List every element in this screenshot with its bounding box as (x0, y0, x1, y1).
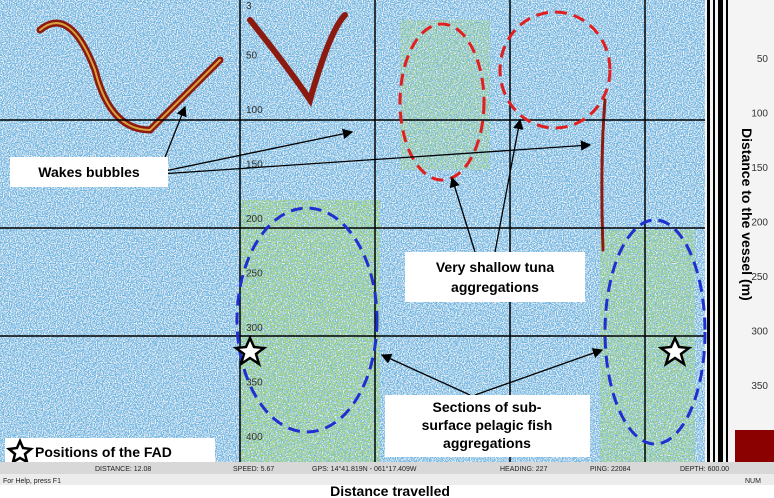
range-panel (705, 0, 774, 462)
depth-label: 3 (246, 1, 252, 12)
range-label: 350 (751, 381, 768, 392)
depth-label: 150 (246, 160, 263, 171)
status-field: DEPTH: 600.00 (680, 466, 729, 473)
annotation: Wakes bubbles (38, 164, 140, 180)
depth-label: 350 (246, 378, 263, 389)
num-indicator: NUM (745, 478, 761, 485)
annotation: Sections of sub- (433, 399, 542, 415)
status-field: SPEED: 5.67 (233, 466, 274, 473)
annotation-box (385, 395, 590, 457)
annotation: Positions of the FAD (35, 444, 172, 460)
color-key (735, 430, 774, 462)
status-field: GPS: 14°41.819N - 061°17.409W (312, 465, 417, 473)
range-label: 150 (751, 163, 768, 174)
highlights (235, 10, 707, 446)
range-title: Distance to the vessel (m) (739, 128, 755, 301)
annotation: surface pelagic fish (422, 417, 553, 433)
range-bars (707, 0, 728, 462)
status-field: PING: 22084 (590, 466, 631, 473)
depth-label: 100 (246, 105, 263, 116)
range-label: 100 (751, 109, 768, 120)
range-label: 200 (751, 218, 768, 229)
range-label: 50 (757, 54, 769, 65)
depth-label: 50 (246, 51, 258, 62)
range-label: 300 (751, 327, 768, 338)
annotation-box (10, 157, 168, 187)
help-bar (0, 474, 774, 485)
depth-label: 400 (246, 432, 263, 443)
depth-label: 300 (246, 323, 263, 334)
annotation-box (405, 252, 585, 302)
status-bar (0, 462, 774, 474)
wakes (36, 12, 607, 252)
help-text: For Help, press F1 (3, 478, 61, 485)
range-label: 250 (751, 272, 768, 283)
annotation: Very shallow tuna (436, 259, 554, 275)
annotation-box (5, 438, 215, 464)
range-labels: 50 100 150 200 250 300 350 (751, 54, 768, 392)
depth-label: 250 (246, 269, 263, 280)
x-axis-title: Distance travelled (330, 483, 450, 498)
depth-label: 200 (246, 214, 263, 225)
status-field: DISTANCE: 12.08 (95, 466, 151, 473)
annotation: aggregations (451, 279, 539, 295)
fad-stars (5, 334, 693, 465)
status-field: HEADING: 227 (500, 466, 548, 473)
grid (0, 0, 705, 462)
annotation: aggregations (443, 435, 531, 451)
